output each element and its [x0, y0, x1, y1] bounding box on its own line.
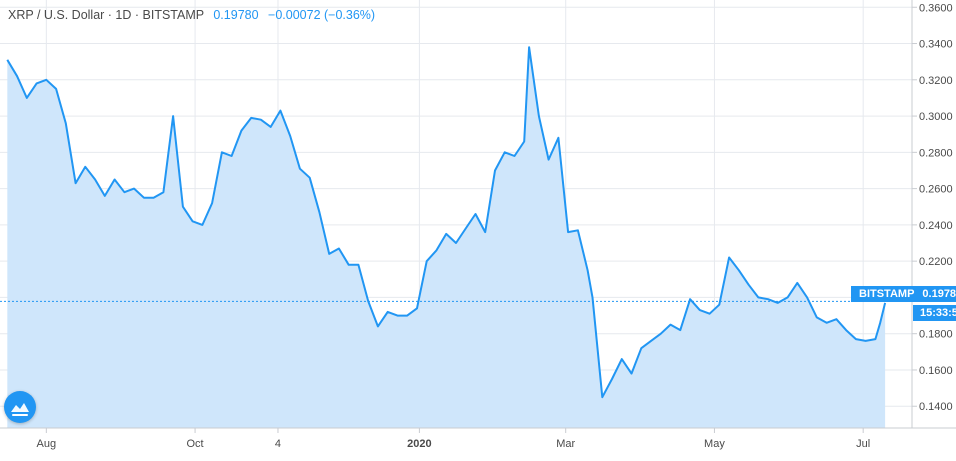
last-price-badge: BITSTAMP 0.1978	[851, 286, 956, 302]
price-change: −0.00072 (−0.36%)	[268, 8, 376, 22]
bar-countdown: 15:33:5	[913, 305, 956, 321]
time-axis: Aug Oct 4 2020 Mar May Jul	[37, 428, 870, 450]
y-tick-label: 0.2400	[919, 220, 953, 232]
y-tick-label: 0.1800	[919, 329, 953, 341]
y-tick-label: 0.2600	[919, 184, 953, 196]
tradingview-logo-icon[interactable]	[4, 391, 36, 423]
y-tick-label: 0.3400	[919, 39, 953, 51]
symbol-header: XRP / U.S. Dollar · 1D · BITSTAMP 0.1978…	[8, 8, 375, 22]
last-price: 0.19780	[213, 8, 259, 22]
x-tick-label: Aug	[37, 438, 57, 450]
x-tick-label: Mar	[556, 438, 575, 450]
x-tick-label: Oct	[187, 438, 204, 450]
y-tick-label: 0.3000	[919, 111, 953, 123]
y-tick-label: 0.2800	[919, 147, 953, 159]
x-tick-label: Jul	[856, 438, 870, 450]
y-tick-label: 0.3200	[919, 75, 953, 87]
x-tick-label: 4	[275, 438, 281, 450]
y-tick-label: 0.1600	[919, 365, 953, 377]
badge-price: 0.1978	[922, 288, 956, 300]
price-axis: 0.3600 0.3400 0.3200 0.3000 0.2800 0.2600 0.24…	[912, 2, 953, 413]
symbol-title: XRP / U.S. Dollar · 1D · BITSTAMP	[8, 8, 204, 22]
x-tick-label: May	[704, 438, 725, 450]
price-series-line	[6, 46, 887, 399]
y-tick-label: 0.1400	[919, 401, 953, 413]
y-tick-label: 0.3600	[919, 2, 953, 14]
exchange-label: BITSTAMP	[859, 288, 915, 300]
y-tick-label: 0.2200	[919, 256, 953, 268]
price-area-fill	[7, 47, 886, 428]
x-tick-label: 2020	[407, 438, 431, 450]
